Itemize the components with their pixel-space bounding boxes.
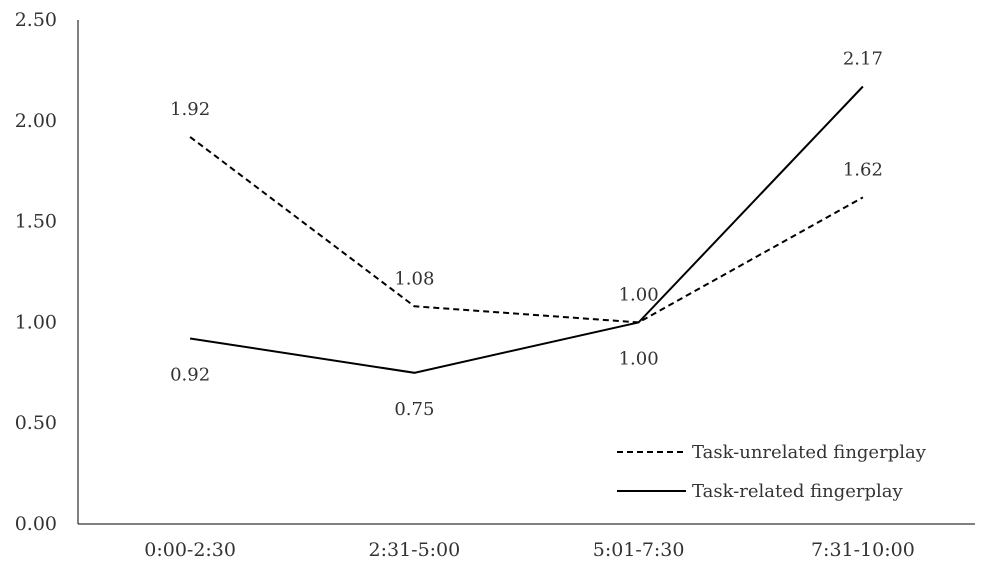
legend-item-task-related: Task-related fingerplay xyxy=(617,481,904,502)
x-tick-label: 0:00-2:30 xyxy=(144,539,236,561)
series-line-task-unrelated xyxy=(189,136,864,324)
x-axis-ticks: 0:00-2:30 2:31-5:00 5:01-7:30 7:31-10:00 xyxy=(144,539,915,561)
data-label: 0.75 xyxy=(394,399,434,420)
y-tick-label: 2.00 xyxy=(15,110,57,132)
y-tick-label: 0.50 xyxy=(15,412,57,434)
y-tick-label: 2.50 xyxy=(15,9,57,31)
data-label: 2.17 xyxy=(843,49,883,70)
legend-label-task-unrelated: Task-unrelated fingerplay xyxy=(692,442,927,463)
x-tick-label: 2:31-5:00 xyxy=(368,539,460,561)
data-label: 1.00 xyxy=(619,284,659,305)
y-axis-ticks: 0.00 0.50 1.00 1.50 2.00 2.50 xyxy=(15,9,57,535)
series-lines xyxy=(189,85,864,374)
x-tick-label: 5:01-7:30 xyxy=(593,539,685,561)
y-tick-label: 0.00 xyxy=(15,513,57,535)
data-label: 1.08 xyxy=(394,268,434,289)
data-label: 1.92 xyxy=(170,99,210,120)
data-label: 0.92 xyxy=(170,365,210,386)
legend: Task-unrelated fingerplay Task-related f… xyxy=(617,442,927,502)
chart-axes xyxy=(77,20,975,525)
data-label: 1.62 xyxy=(843,159,883,180)
data-label: 1.00 xyxy=(619,348,659,369)
series-line-task-related xyxy=(189,85,864,374)
legend-item-task-unrelated: Task-unrelated fingerplay xyxy=(617,442,927,463)
legend-label-task-related: Task-related fingerplay xyxy=(692,481,904,502)
y-tick-label: 1.50 xyxy=(15,211,57,233)
x-tick-label: 7:31-10:00 xyxy=(811,539,915,561)
y-tick-label: 1.00 xyxy=(15,311,57,333)
data-labels: 1.92 1.08 1.00 1.62 0.92 0.75 1.00 2.17 xyxy=(170,49,883,420)
